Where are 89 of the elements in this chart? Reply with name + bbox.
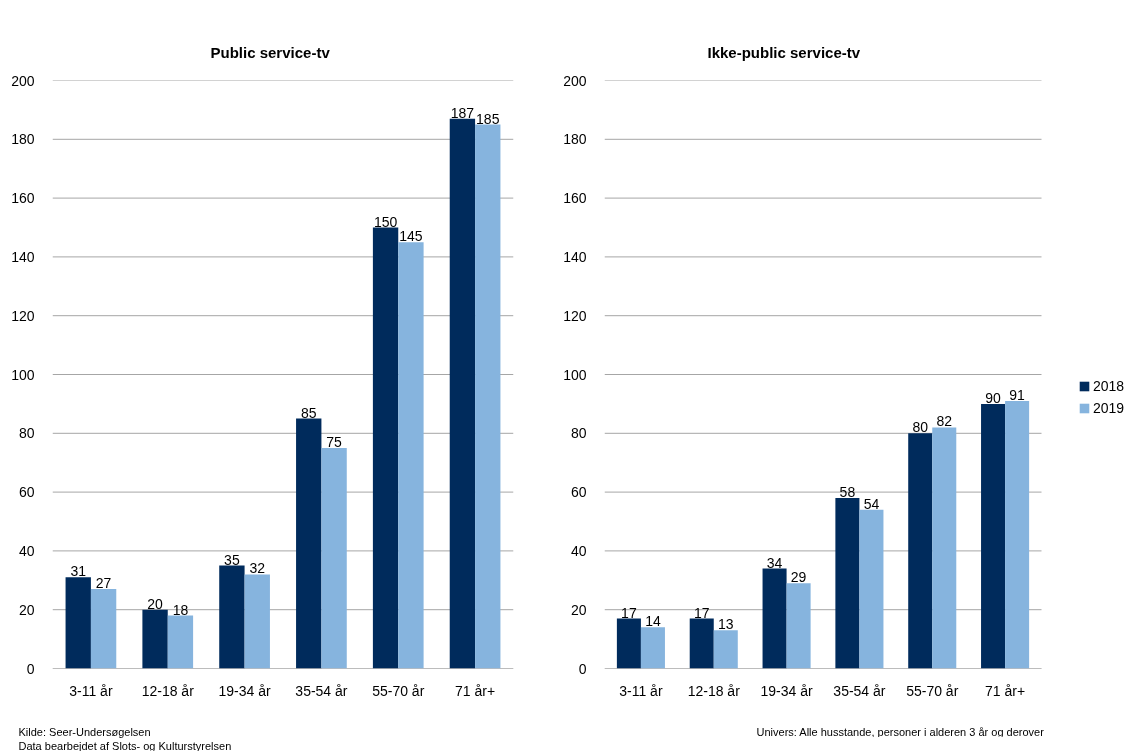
x-tick-label: 35-54 år: [295, 682, 348, 699]
bar: [835, 497, 860, 669]
y-tick-label: 100: [563, 366, 587, 383]
chart-title: Public service-tv: [210, 43, 331, 61]
text: Data bearbejdet af Slots- og Kulturstyrelsen: [18, 739, 232, 752]
y-tick-label: 200: [11, 72, 35, 89]
y-tick-label: 100: [11, 366, 35, 383]
data-label: 80: [912, 419, 929, 436]
data-label: 17: [621, 604, 637, 621]
y-tick-label: 120: [11, 307, 35, 324]
data-label: 18: [172, 601, 189, 618]
bar: [142, 609, 168, 669]
y-tick-label: 40: [18, 542, 35, 559]
y-tick-label: 20: [570, 601, 587, 618]
chart-title: Ikke-public service-tv: [707, 43, 861, 61]
bar: [859, 509, 884, 669]
data-label: 85: [300, 404, 317, 421]
bar: [321, 448, 347, 669]
y-tick-label: 60: [570, 484, 587, 501]
x-tick-label: 19-34 år: [218, 682, 271, 699]
data-label: 58: [839, 483, 856, 500]
bar: [689, 618, 714, 669]
data-label: 75: [326, 434, 343, 450]
bar: [372, 227, 399, 669]
bar: [244, 574, 270, 669]
data-label: 187: [450, 104, 475, 121]
bar: [908, 433, 933, 669]
data-label: 90: [985, 389, 1002, 406]
x-tick-label: 35-54 år: [833, 682, 886, 699]
data-label: 145: [399, 228, 423, 245]
y-tick-label: 40: [570, 542, 587, 559]
x-tick-label: 12-18 år: [687, 682, 741, 699]
y-tick-label: 160: [11, 190, 35, 207]
y-tick-label: 0: [26, 660, 35, 677]
text: Kilde: Seer-Undersøgelsen: [18, 725, 151, 738]
y-tick-label: 60: [18, 484, 35, 501]
bar: [616, 618, 641, 669]
bar: [296, 418, 322, 669]
data-label: 29: [790, 569, 807, 586]
bar: [167, 615, 194, 669]
bar: [65, 577, 91, 669]
y-tick-label: 200: [563, 72, 587, 89]
bar: [932, 427, 957, 669]
data-label: 150: [373, 213, 398, 230]
bar: [786, 583, 811, 669]
x-tick-label: 12-18 år: [141, 682, 195, 699]
bar: [713, 630, 738, 669]
y-tick-label: 140: [11, 248, 35, 265]
x-tick-label: 55-70 år: [906, 682, 959, 699]
y-tick-label: 180: [563, 131, 587, 148]
x-tick-label: 55-70 år: [372, 682, 425, 699]
data-label: 54: [863, 495, 880, 512]
bar: [1005, 400, 1030, 669]
bar: [475, 124, 501, 669]
bar: [640, 627, 665, 669]
data-label: 82: [936, 413, 953, 430]
data-label: 13: [717, 616, 734, 633]
x-tick-label: 71 år+: [455, 682, 496, 699]
bar: [398, 242, 424, 669]
x-tick-label: 3-11 år: [69, 682, 113, 699]
bar: [90, 589, 117, 669]
legend-label: 2019: [1093, 400, 1125, 416]
y-tick-label: 80: [18, 425, 35, 442]
data-label: 20: [147, 595, 164, 612]
y-tick-label: 120: [563, 307, 587, 324]
data-label: 17: [693, 604, 710, 621]
bar: [762, 568, 787, 669]
text: Univers: Alle husstande, personer i alderen 3 år og derover: [756, 725, 1045, 738]
y-tick-label: 160: [563, 190, 587, 207]
bar: [981, 403, 1006, 669]
y-tick-label: 140: [563, 248, 587, 265]
y-tick-label: 0: [578, 660, 587, 677]
data-label: 34: [766, 554, 783, 571]
y-tick-label: 20: [18, 601, 35, 618]
bar: [219, 565, 245, 669]
x-tick-label: 19-34 år: [760, 682, 813, 699]
y-tick-label: 180: [11, 131, 35, 148]
y-tick-label: 80: [570, 425, 587, 442]
data-label: 91: [1009, 386, 1026, 403]
legend-label: 2018: [1093, 378, 1125, 394]
x-tick-label: 71 år+: [985, 682, 1026, 699]
data-label: 35: [224, 551, 240, 568]
bar: [449, 118, 476, 669]
data-label: 27: [95, 575, 112, 592]
data-label: 31: [70, 563, 87, 580]
data-label: 14: [645, 613, 661, 630]
data-label: 185: [476, 110, 500, 127]
x-tick-label: 3-11 år: [619, 682, 663, 699]
data-label: 32: [249, 560, 266, 577]
